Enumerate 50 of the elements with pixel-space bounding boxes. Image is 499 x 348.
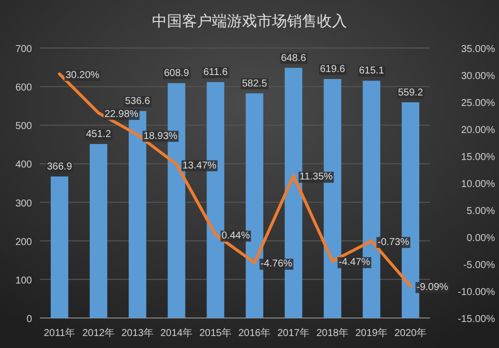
- y-tick-label: 0: [26, 314, 32, 325]
- data-label: 13.47%: [182, 160, 217, 172]
- chart-title: 中国客户端游戏市场销售收入: [152, 13, 347, 30]
- y-tick-label: 500: [15, 121, 32, 132]
- x-tick-label: 2016年: [238, 327, 271, 339]
- data-label: 559.2: [398, 87, 424, 98]
- data-label: 648.6: [280, 52, 306, 64]
- data-label: 451.2: [86, 128, 112, 140]
- data-label: 611.6: [203, 67, 228, 78]
- data-label: 608.9: [164, 68, 190, 80]
- y-tick-label: 200: [15, 236, 32, 248]
- data-label: 366.9: [46, 161, 72, 172]
- data-label: -0.73%: [378, 236, 410, 248]
- data-label: 30.20%: [66, 70, 100, 81]
- y-tick-label: 600: [15, 82, 32, 94]
- y2-tick-label: -10.00%: [458, 287, 496, 298]
- x-tick-label: 2013年: [121, 327, 154, 339]
- x-tick-label: 2011年: [44, 327, 76, 339]
- x-tick-label: 2019年: [355, 327, 388, 339]
- x-tick-label: 2017年: [277, 327, 310, 339]
- x-tick-label: 2018年: [316, 327, 349, 339]
- y2-tick-label: 35.00%: [461, 44, 496, 55]
- data-label: 0.44%: [222, 230, 250, 242]
- data-label: 18.93%: [144, 130, 178, 142]
- y-tick-label: 300: [15, 198, 32, 210]
- x-tick-label: 2012年: [82, 327, 115, 339]
- y-tick-label: 400: [15, 160, 32, 171]
- data-label: 22.98%: [104, 108, 139, 120]
- data-label: 536.6: [124, 96, 150, 108]
- y2-tick-label: 30.00%: [461, 71, 496, 82]
- data-label: 11.35%: [300, 172, 333, 183]
- data-label: -4.76%: [260, 258, 292, 270]
- data-label: -9.09%: [416, 282, 448, 294]
- data-label: -4.47%: [338, 257, 370, 268]
- y2-tick-label: 20.00%: [461, 125, 496, 136]
- y2-tick-label: -15.00%: [458, 314, 496, 325]
- x-tick-label: 2014年: [160, 327, 193, 339]
- y2-tick-label: 5.00%: [466, 206, 496, 217]
- x-tick-label: 2020年: [394, 327, 427, 339]
- data-label: 582.5: [242, 78, 268, 90]
- y-tick-label: 100: [15, 275, 32, 286]
- y2-tick-label: -5.00%: [463, 260, 496, 271]
- y2-tick-label: 15.00%: [461, 152, 496, 163]
- x-tick-label: 2015年: [199, 327, 232, 339]
- y2-tick-label: 0.00%: [466, 233, 496, 244]
- data-label: 619.6: [320, 64, 346, 76]
- y-tick-label: 700: [15, 44, 32, 55]
- y2-tick-label: 25.00%: [461, 98, 496, 109]
- data-label: 615.1: [358, 66, 384, 77]
- y2-tick-label: 10.00%: [461, 179, 496, 190]
